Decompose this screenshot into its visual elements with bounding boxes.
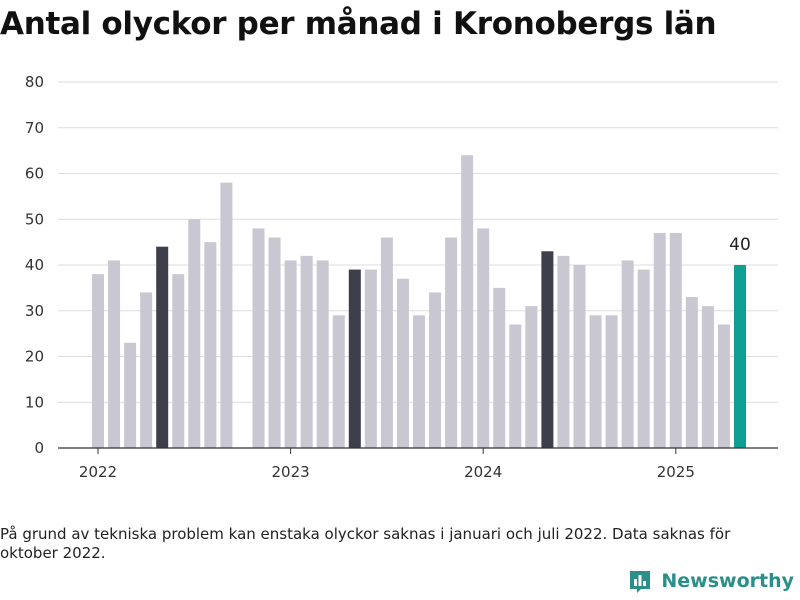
bar-chart: 0 10 20 30 40 50 60 70 80 2022 2023 2024 2025 40 — [25, 73, 778, 481]
bar — [637, 269, 650, 448]
bar — [541, 251, 554, 448]
bar — [300, 255, 313, 448]
bar — [284, 260, 297, 448]
y-tick-label: 30 — [25, 302, 44, 320]
y-tick-label: 20 — [25, 348, 44, 366]
bar — [493, 287, 506, 448]
bar — [605, 315, 618, 448]
labels: 40 — [729, 235, 751, 255]
bar — [316, 260, 329, 448]
bar — [108, 260, 121, 448]
bar-chart-logo-icon — [630, 571, 651, 593]
x-tick-label: 2024 — [464, 463, 502, 481]
bar — [396, 278, 409, 448]
bar — [653, 232, 666, 448]
bar — [573, 265, 586, 448]
brand-logo[interactable]: Newsworthy — [627, 568, 794, 594]
x-tick-label: 2025 — [657, 463, 695, 481]
bar — [461, 155, 474, 448]
y-tick-label: 50 — [25, 210, 44, 228]
bar — [445, 237, 458, 448]
bar — [364, 269, 377, 448]
y-tick-label: 0 — [34, 439, 44, 457]
bar — [717, 324, 730, 448]
bar — [557, 255, 570, 448]
bar — [268, 237, 281, 448]
bar — [188, 219, 201, 448]
y-tick-label: 60 — [25, 165, 44, 183]
bar — [685, 297, 698, 448]
bar — [509, 324, 522, 448]
data-label: 40 — [729, 235, 751, 255]
bar — [92, 274, 104, 448]
bars — [92, 155, 746, 448]
bar — [220, 182, 233, 448]
y-tick-label: 80 — [25, 73, 44, 91]
bar — [477, 228, 490, 448]
bar — [140, 292, 153, 448]
bar — [525, 306, 538, 448]
bar — [252, 228, 265, 448]
y-tick-label: 40 — [25, 256, 44, 274]
bar — [348, 269, 361, 448]
bar — [332, 315, 345, 448]
footnote: På grund av tekniska problem kan enstaka… — [0, 525, 731, 562]
bar — [204, 242, 217, 448]
bar — [156, 246, 169, 448]
bar — [413, 315, 425, 448]
y-tick-label: 10 — [25, 393, 44, 411]
bar — [589, 315, 602, 448]
axes: 0 10 20 30 40 50 60 70 80 2022 2023 2024 2025 — [25, 73, 778, 481]
bar — [429, 292, 442, 448]
bar — [669, 232, 682, 448]
bar — [172, 274, 185, 448]
y-tick-label: 70 — [25, 119, 44, 137]
bar — [734, 265, 746, 448]
brand-name: Newsworthy — [661, 570, 794, 592]
x-tick-label: 2022 — [79, 463, 117, 481]
bar — [380, 237, 393, 448]
bar — [701, 306, 714, 448]
bar — [621, 260, 634, 448]
x-tick-label: 2023 — [272, 463, 310, 481]
chart-title: Antal olyckor per månad i Kronobergs län — [0, 6, 717, 42]
bar — [124, 342, 137, 448]
